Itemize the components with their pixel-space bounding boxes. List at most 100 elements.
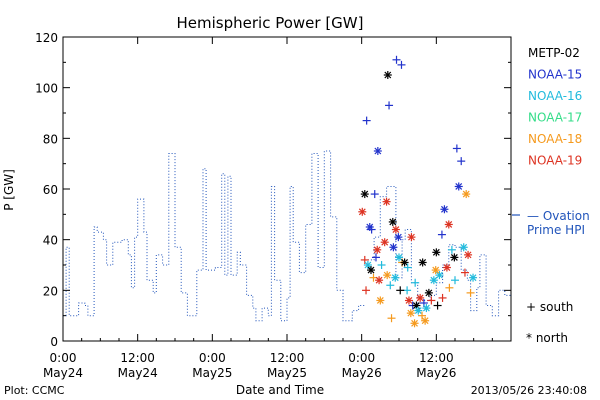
data-point-23 <box>386 281 395 290</box>
y-tick-label-2: 40 <box>43 234 58 248</box>
y-tick-label-6: 120 <box>35 31 58 45</box>
data-point-48 <box>445 283 454 292</box>
point-stroke <box>391 274 399 282</box>
point-stroke <box>411 319 418 327</box>
data-point-26 <box>395 253 403 262</box>
data-point-58 <box>469 273 478 282</box>
data-point-10 <box>388 217 397 226</box>
legend-entry-noaa-18: NOAA-18 <box>528 132 582 146</box>
plot-frame <box>62 36 512 342</box>
point-stroke <box>366 223 374 231</box>
data-point-31 <box>406 309 415 318</box>
legend-ovation-line1: — Ovation <box>527 209 590 223</box>
data-point-50 <box>450 253 459 262</box>
y-tick-label-1: 20 <box>43 284 58 298</box>
data-point-72 <box>411 278 420 287</box>
point-stroke <box>425 289 433 297</box>
axes: 0204060801001200:00May2412:00May240:00Ma… <box>35 31 511 380</box>
data-point-42 <box>429 276 438 285</box>
data-point-36 <box>416 293 425 302</box>
point-stroke <box>401 259 409 266</box>
point-stroke <box>460 243 468 251</box>
point-stroke <box>367 266 375 274</box>
data-point-9 <box>365 223 374 231</box>
point-stroke <box>364 261 372 269</box>
data-point-46 <box>440 205 449 214</box>
point-stroke <box>436 271 443 279</box>
legend: METP-02 NOAA-15 NOAA-16 NOAA-17 NOAA-18 NOAA-… <box>512 46 590 345</box>
marker-legend-south: + south <box>526 300 573 314</box>
point-stroke <box>381 238 389 246</box>
point-stroke <box>432 266 440 274</box>
x-tick-time-4: 0:00 <box>348 351 375 365</box>
data-point-19 <box>375 276 384 285</box>
data-point-63 <box>438 293 447 302</box>
data-point-51 <box>452 144 461 153</box>
point-stroke <box>432 248 440 256</box>
data-point-61 <box>418 258 427 267</box>
data-point-8 <box>360 190 369 199</box>
x-tick-date-2: May25 <box>192 366 232 380</box>
data-point-6 <box>392 55 401 64</box>
data-point-0 <box>362 116 371 125</box>
point-stroke <box>416 294 424 302</box>
data-point-49 <box>447 245 456 254</box>
data-point-24 <box>389 243 398 252</box>
data-point-13 <box>358 207 367 216</box>
data-point-18 <box>371 253 380 262</box>
marker-legend-north: * north <box>526 331 568 345</box>
data-point-62 <box>431 266 440 275</box>
data-point-4 <box>383 71 392 79</box>
ovation-series <box>63 150 365 322</box>
y-tick-label-3: 60 <box>43 183 58 197</box>
data-point-69 <box>396 286 405 295</box>
point-stroke <box>443 264 451 271</box>
ovation-line-path-2 <box>367 186 511 317</box>
data-point-12 <box>382 197 391 206</box>
data-point-75 <box>373 245 382 254</box>
data-point-67 <box>376 296 385 305</box>
y-tick-label-5: 100 <box>35 82 58 96</box>
point-stroke <box>464 251 472 259</box>
data-point-55 <box>462 190 471 199</box>
point-stroke <box>361 190 369 198</box>
point-stroke <box>395 253 403 261</box>
data-point-54 <box>459 243 468 252</box>
point-stroke <box>419 259 427 266</box>
data-point-20 <box>377 261 386 269</box>
point-stroke <box>407 309 415 317</box>
point-stroke <box>375 276 383 284</box>
point-stroke <box>422 304 430 312</box>
point-stroke <box>389 218 397 226</box>
point-stroke <box>376 297 384 304</box>
point-stroke <box>408 233 415 241</box>
point-stroke <box>440 205 448 213</box>
x-tick-date-0: May24 <box>43 366 83 380</box>
x-tick-date-5: May26 <box>416 366 456 380</box>
data-point-22 <box>383 271 392 280</box>
legend-ovation-line2: Prime HPI <box>527 223 585 237</box>
data-point-40 <box>424 288 433 297</box>
x-tick-time-3: 12:00 <box>270 351 305 365</box>
data-point-11 <box>394 233 403 242</box>
data-point-57 <box>466 288 475 297</box>
data-point-5 <box>385 101 394 110</box>
data-point-33 <box>410 319 419 328</box>
data-point-68 <box>387 314 396 323</box>
x-tick-date-1: May24 <box>118 366 158 380</box>
x-axis-label: Date and Time <box>236 383 324 397</box>
x-tick-time-5: 12:00 <box>419 351 454 365</box>
point-stroke <box>412 302 420 309</box>
ovation-series-2 <box>367 186 511 317</box>
data-point-16 <box>367 266 375 275</box>
data-point-28 <box>400 258 409 267</box>
data-point-65 <box>451 276 459 285</box>
point-stroke <box>455 183 463 190</box>
data-point-74 <box>362 286 371 295</box>
x-tick-time-2: 0:00 <box>199 351 226 365</box>
data-point-59 <box>403 263 412 272</box>
point-stroke <box>392 226 400 233</box>
data-point-30 <box>404 296 413 305</box>
point-stroke <box>462 190 470 198</box>
data-point-66 <box>460 268 469 277</box>
